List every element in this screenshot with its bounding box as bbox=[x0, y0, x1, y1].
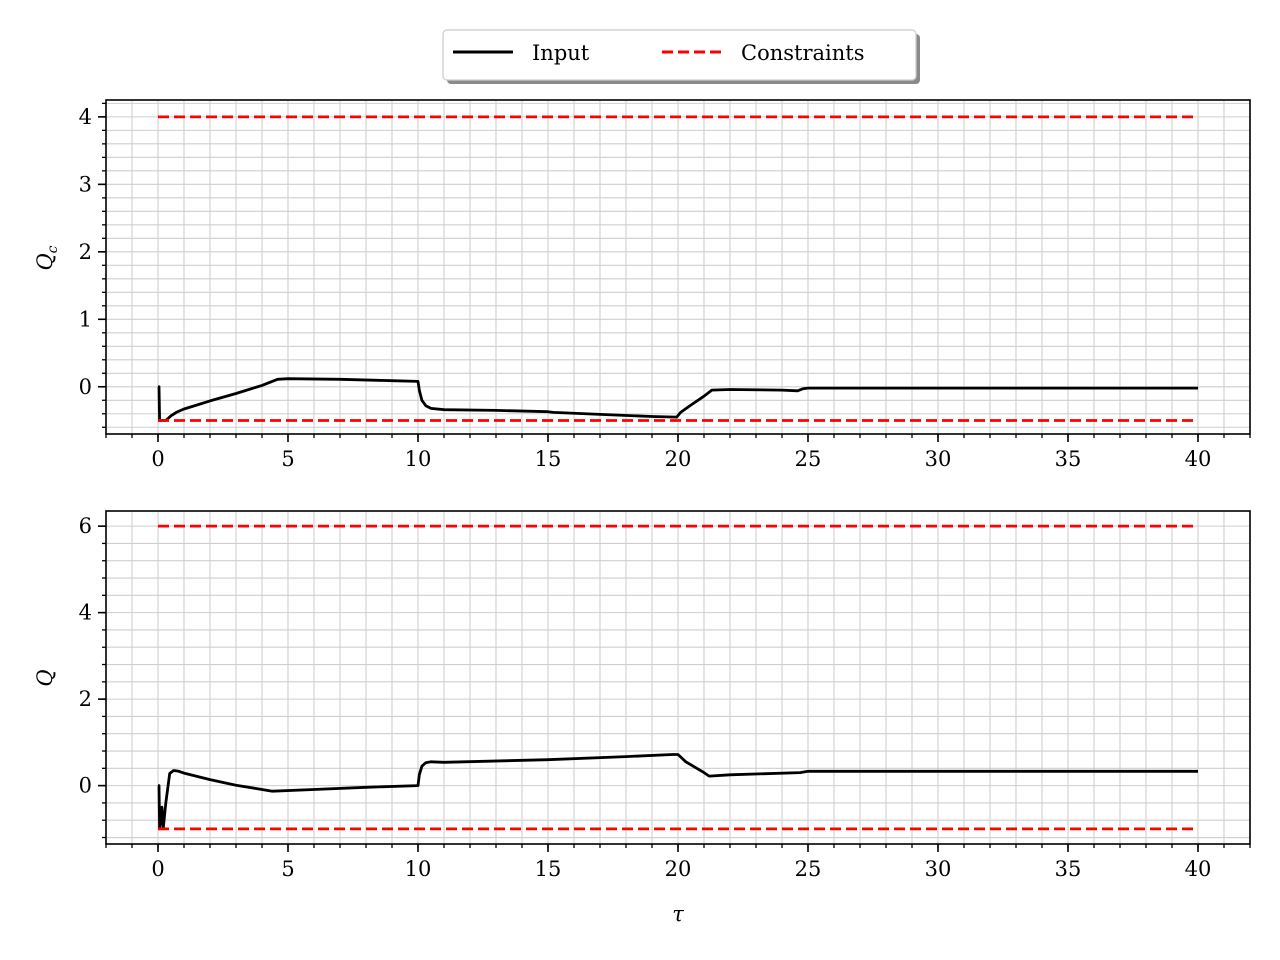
y-tick-label: 0 bbox=[79, 375, 92, 399]
x-tick-label: 35 bbox=[1055, 447, 1082, 471]
series-input-line bbox=[157, 377, 1198, 422]
x-tick-label: 20 bbox=[665, 857, 692, 881]
lines-q bbox=[157, 524, 1198, 831]
y-tick-label: 4 bbox=[79, 601, 92, 625]
x-tick-label: 35 bbox=[1055, 857, 1082, 881]
x-tick-label: 15 bbox=[535, 447, 562, 471]
y-tick-label: 2 bbox=[79, 240, 92, 264]
ticklabels-qc: 0 5 10 15 20 25 30 35 40 0 1 2 3 4 bbox=[79, 105, 1212, 471]
x-tick-label: 5 bbox=[281, 447, 294, 471]
x-tick-label: 15 bbox=[535, 857, 562, 881]
ticks-q bbox=[98, 525, 1251, 852]
series-input-line bbox=[157, 753, 1198, 831]
subplot-q: 0 5 10 15 20 25 30 35 40 0 2 4 6 Q τ bbox=[33, 510, 1251, 926]
ylabel-q: Q bbox=[33, 669, 57, 686]
x-tick-label: 10 bbox=[405, 857, 432, 881]
lines-qc bbox=[157, 115, 1198, 422]
x-tick-label: 5 bbox=[281, 857, 294, 881]
x-tick-label: 30 bbox=[925, 857, 952, 881]
legend-input-label: Input bbox=[532, 41, 590, 65]
y-tick-label: 4 bbox=[79, 105, 92, 129]
y-tick-label: 6 bbox=[79, 514, 92, 538]
legend: Input Constraints bbox=[442, 29, 920, 84]
x-tick-label: 0 bbox=[151, 447, 164, 471]
y-tick-label: 0 bbox=[79, 774, 92, 798]
grid-q bbox=[105, 511, 1251, 844]
y-tick-label: 1 bbox=[79, 307, 92, 331]
ticklabels-q: 0 5 10 15 20 25 30 35 40 0 2 4 6 bbox=[79, 514, 1212, 881]
y-tick-label: 2 bbox=[79, 687, 92, 711]
subplot-qc: 0 5 10 15 20 25 30 35 40 0 1 2 3 4 Qc bbox=[33, 99, 1251, 471]
x-tick-label: 40 bbox=[1185, 857, 1212, 881]
xlabel-tau: τ bbox=[672, 902, 684, 926]
grid-qc bbox=[105, 100, 1251, 434]
x-tick-label: 20 bbox=[665, 447, 692, 471]
legend-box bbox=[442, 29, 917, 81]
y-tick-label: 3 bbox=[79, 172, 92, 196]
x-tick-label: 30 bbox=[925, 447, 952, 471]
x-tick-label: 25 bbox=[795, 857, 822, 881]
x-tick-label: 40 bbox=[1185, 447, 1212, 471]
x-tick-label: 0 bbox=[151, 857, 164, 881]
legend-constraints-label: Constraints bbox=[741, 41, 864, 65]
x-tick-label: 10 bbox=[405, 447, 432, 471]
x-tick-label: 25 bbox=[795, 447, 822, 471]
ylabel-qc: Qc bbox=[33, 245, 61, 270]
ticks-qc bbox=[98, 102, 1251, 442]
